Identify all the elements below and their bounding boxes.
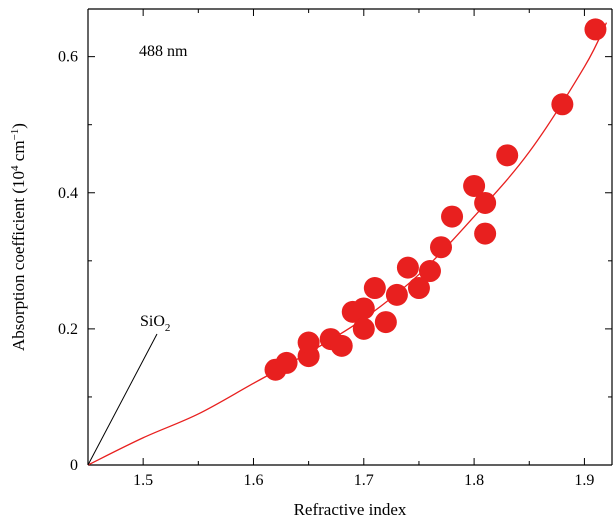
data-point	[275, 351, 298, 374]
data-point	[396, 256, 419, 279]
y-tick-label: 0.4	[58, 185, 78, 202]
data-point	[430, 236, 453, 259]
x-tick-label: 1.9	[574, 472, 594, 489]
data-point	[363, 277, 386, 300]
sio2-annotation: SiO2	[140, 313, 170, 334]
y-tick-label: 0.2	[58, 321, 78, 338]
data-points	[264, 18, 607, 381]
sio2-annotation-main: SiO	[140, 313, 165, 330]
x-tick-label: 1.8	[464, 472, 484, 489]
y-axis-label-main: Absorption coefficient (10	[9, 171, 28, 351]
data-point	[584, 18, 607, 41]
y-axis-label-exp1: 4	[9, 165, 21, 171]
sio2-leader-line	[87, 333, 158, 466]
x-tick-label: 1.5	[133, 472, 153, 489]
data-point	[474, 191, 497, 214]
data-point	[374, 311, 397, 334]
y-tick-label: 0.6	[58, 49, 78, 66]
x-axis-label: Refractive index	[294, 500, 407, 519]
x-tick-label: 1.7	[354, 472, 374, 489]
data-point	[385, 283, 408, 306]
data-point	[496, 144, 519, 167]
data-point	[474, 222, 497, 245]
data-point	[352, 317, 375, 340]
sio2-annotation-sub: 2	[165, 322, 171, 334]
data-point	[441, 205, 464, 228]
y-axis-label-mid: cm	[9, 140, 28, 165]
data-point	[463, 174, 486, 197]
ticks: 1.5 1.6 1.7 1.8 1.9 0 0.2 0.4 0.6	[58, 9, 612, 489]
data-point	[551, 93, 574, 116]
fit-curve-group	[87, 22, 608, 466]
y-axis-label: Absorption coefficient (104 cm−1)	[9, 123, 28, 351]
data-point	[352, 297, 375, 320]
data-point	[297, 331, 320, 354]
data-point	[330, 334, 353, 357]
fit-curve	[87, 22, 608, 466]
data-point	[407, 277, 430, 300]
x-tick-label: 1.6	[243, 472, 263, 489]
y-tick-label: 0	[70, 457, 78, 474]
wavelength-annotation: 488 nm	[139, 43, 188, 60]
data-point	[418, 260, 441, 283]
axes	[87, 8, 613, 466]
y-axis-label-exp2: −1	[9, 129, 21, 141]
y-axis-label-end: )	[9, 123, 28, 129]
